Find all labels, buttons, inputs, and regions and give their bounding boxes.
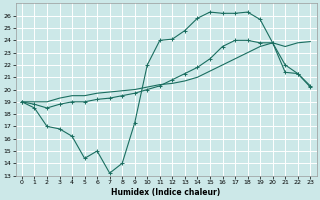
X-axis label: Humidex (Indice chaleur): Humidex (Indice chaleur) [111,188,221,197]
